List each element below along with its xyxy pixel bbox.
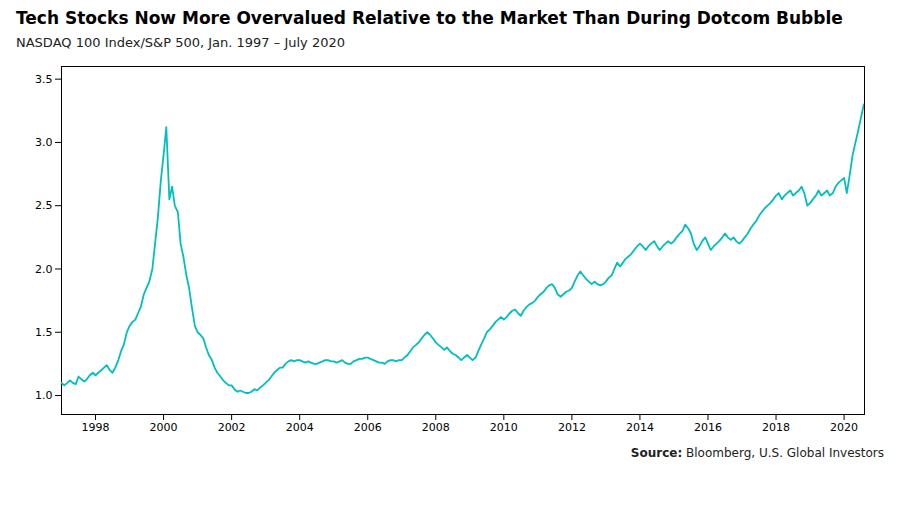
svg-text:2010: 2010 — [490, 422, 518, 435]
html-text:NASDAQ 100 Index/S&P 500, Jan.: NASDAQ 100 Index/S&P 500, Jan. 1997 – Ju… — [16, 35, 345, 51]
svg-text:2008: 2008 — [422, 422, 450, 435]
svg-text:2.0: 2.0 — [35, 263, 53, 276]
svg-text:2014: 2014 — [626, 422, 654, 435]
svg-text:3.5: 3.5 — [35, 73, 53, 86]
svg-text:3.0: 3.0 — [35, 136, 53, 149]
svg-text:2018: 2018 — [762, 422, 790, 435]
svg-text:2020: 2020 — [830, 422, 858, 435]
svg-text:2006: 2006 — [354, 422, 382, 435]
html-text:Source: Bloomberg, U.S. Global: Source: Bloomberg, U.S. Global Investors — [630, 446, 884, 461]
svg-text:2000: 2000 — [150, 422, 178, 435]
svg-text:2004: 2004 — [286, 422, 314, 435]
svg-text:2016: 2016 — [694, 422, 722, 435]
svg-text:1.5: 1.5 — [35, 326, 53, 339]
svg-text:2.5: 2.5 — [35, 199, 53, 212]
svg-text:1998: 1998 — [82, 422, 110, 435]
svg-text:2012: 2012 — [558, 422, 586, 435]
html-text:Tech Stocks Now More Overvalue: Tech Stocks Now More Overvalued Relative… — [16, 8, 843, 28]
svg-text:2002: 2002 — [218, 422, 246, 435]
svg-text:1.0: 1.0 — [35, 389, 53, 402]
